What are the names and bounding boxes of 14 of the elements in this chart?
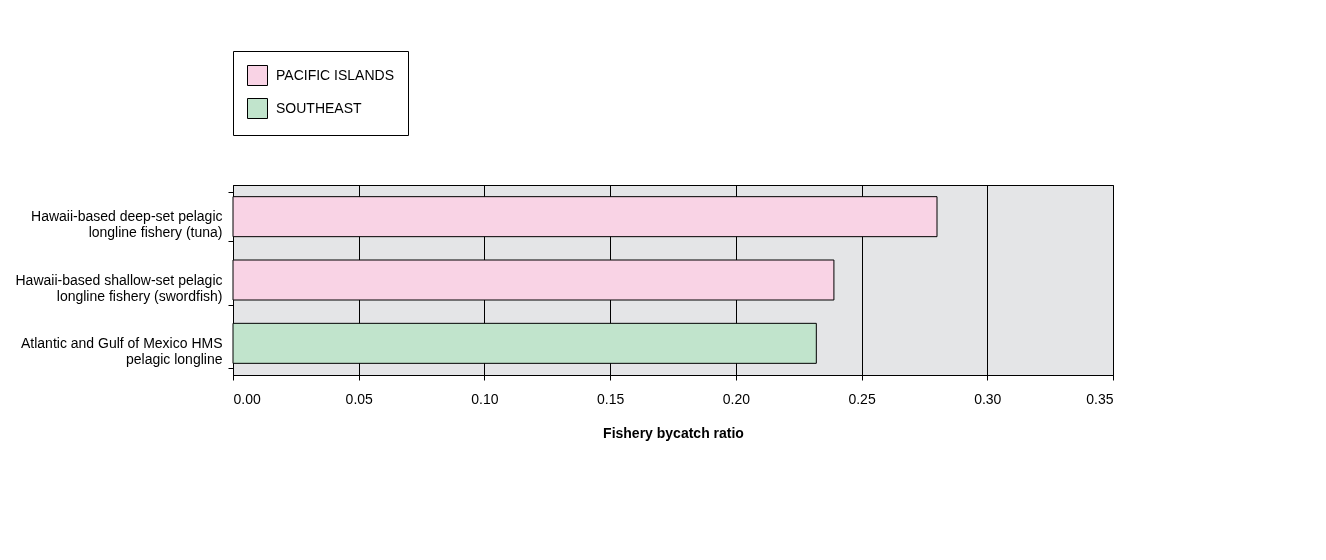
x-tick-label: 0.20 (722, 390, 751, 407)
x-tick-label: 0.05 (345, 390, 374, 407)
x-tick-label: 0.25 (848, 390, 876, 407)
y-tick-label: Atlantic and Gulf of Mexico HMS pelagic longline (20, 334, 223, 367)
x-tick-label: 0.15 (597, 390, 625, 407)
y-tick-label: Hawaii-based shallow-set pelagic longline fishery (swordfish) (15, 271, 223, 304)
x-axis-title: Fishery bycatch ratio (603, 424, 744, 441)
legend-label: PACIFIC ISLANDS (276, 66, 394, 83)
x-tick-label: 0.00 (233, 390, 261, 407)
x-tick-label: 0.35 (1086, 390, 1114, 407)
x-tick-label: 0.30 (974, 390, 1002, 407)
x-tick-label: 0.10 (471, 390, 499, 407)
y-tick-label: Hawaii-based deep-set pelagic longline fishery (tuna) (31, 208, 223, 241)
legend-label: SOUTHEAST (276, 99, 363, 116)
